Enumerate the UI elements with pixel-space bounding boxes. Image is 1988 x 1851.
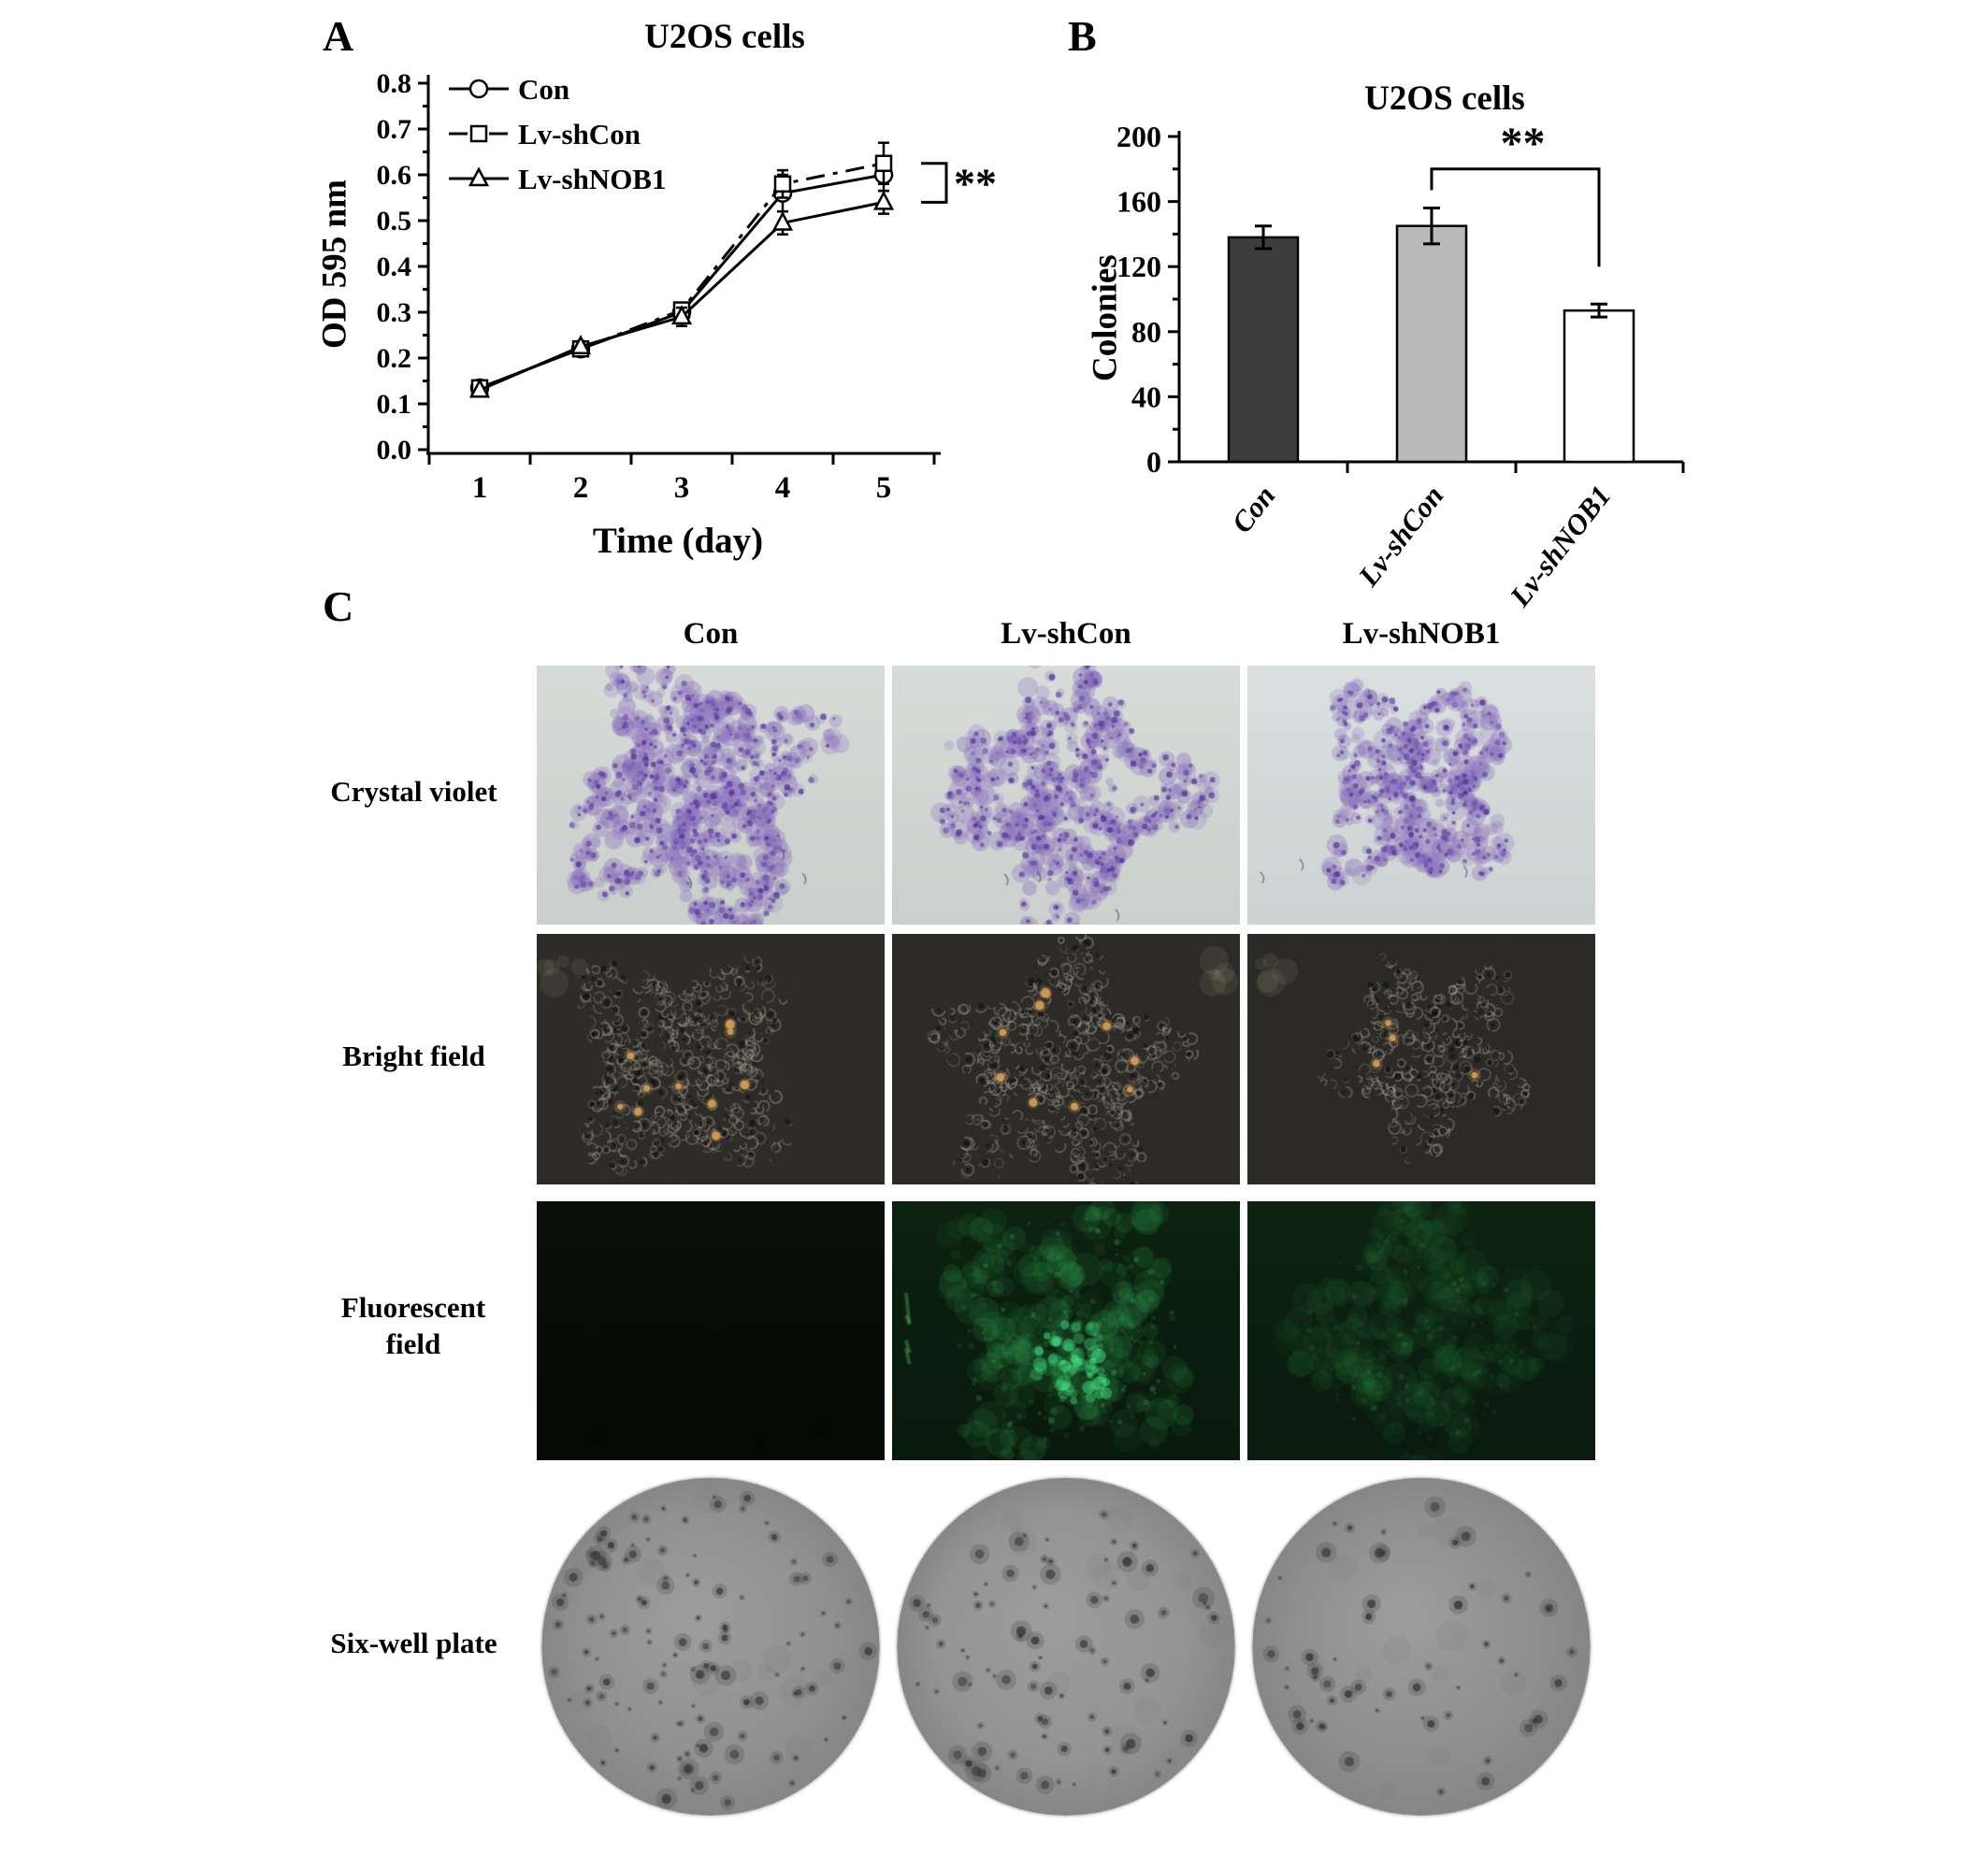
x-tick-labels: 1 2 3 4 5: [472, 471, 892, 505]
bar-Con: [1227, 236, 1300, 464]
row-label-fluorescent-field: Fluorescent field: [340, 1291, 486, 1360]
triangle-marker: [771, 210, 794, 231]
svg-text:0.6: 0.6: [377, 160, 412, 191]
svg-text:Lv-shCon: Lv-shCon: [518, 118, 641, 151]
panel-b-label: B: [1068, 12, 1097, 60]
bars: [1227, 207, 1635, 464]
svg-text:Lv-shNOB1: Lv-shNOB1: [1503, 480, 1618, 613]
legend-item-Con: Con: [449, 73, 569, 106]
svg-text:0.0: 0.0: [377, 435, 412, 466]
svg-text:80: 80: [1131, 315, 1161, 349]
triangle-marker: [569, 335, 592, 354]
fluorescent-field-lvshcon-image: [892, 1201, 1240, 1460]
svg-text:**: **: [1501, 119, 1546, 168]
square-marker: [469, 124, 488, 143]
square-marker: [773, 175, 792, 194]
svg-text:40: 40: [1131, 380, 1161, 413]
proliferation-line-chart: 0.0 0.1 0.2 0.3 0.4 0.5 0.6 0.7 0.8 1 2 3 4 5 Con Lv-sh…: [377, 68, 998, 505]
crystal-violet-lvshcon-image: [892, 666, 1240, 925]
panel-a-x-axis-label: Time (day): [592, 521, 764, 561]
row-label-crystal-violet: Crystal violet: [330, 775, 497, 808]
svg-text:5: 5: [876, 471, 892, 505]
significance-bracket: **: [1430, 119, 1601, 267]
crystal-violet-con-image: [537, 666, 885, 925]
svg-text:0.7: 0.7: [377, 114, 412, 145]
panel-c-label: C: [323, 582, 354, 630]
legend-item-Lv-shNOB1: Lv-shNOB1: [449, 163, 666, 195]
circle-marker: [468, 79, 489, 99]
six-well-plate-con-image: [537, 1471, 885, 1823]
svg-text:3: 3: [674, 471, 690, 505]
triangle-marker: [872, 190, 895, 210]
panel-b-title: U2OS cells: [1364, 79, 1525, 118]
svg-text:Lv-shCon: Lv-shCon: [1351, 480, 1450, 593]
fluorescent-field-con-image: [537, 1201, 885, 1460]
svg-text:0.2: 0.2: [377, 343, 412, 374]
svg-text:Con: Con: [1225, 480, 1281, 539]
svg-text:0.8: 0.8: [377, 68, 412, 99]
column-header-lvshcon: Lv-shCon: [1001, 617, 1131, 651]
y-tick-labels: 0.0 0.1 0.2 0.3 0.4 0.5 0.6 0.7 0.8: [377, 68, 412, 466]
six-well-plate-lvshnob1-image: [1247, 1471, 1595, 1823]
colony-bar-chart: 0 40 80 120 160 200 Con Lv-shCon Lv-shNOB1 **: [1116, 119, 1685, 613]
fluorescent-field-lvshnob1-image: [1247, 1201, 1595, 1460]
triangle-marker: [468, 378, 491, 398]
bright-field-lvshcon-image: [892, 934, 1240, 1184]
panel-a-label: A: [323, 12, 354, 60]
x-tick-labels: Con Lv-shCon Lv-shNOB1: [1225, 480, 1617, 613]
row-label-six-well-plate: Six-well plate: [330, 1627, 497, 1659]
svg-text:0: 0: [1146, 445, 1161, 479]
y-tick-labels: 0 40 80 120 160 200: [1116, 120, 1161, 479]
svg-text:**: **: [954, 160, 997, 208]
svg-text:0.1: 0.1: [377, 389, 412, 420]
legend-item-Lv-shCon: Lv-shCon: [449, 118, 641, 151]
axes: [418, 75, 941, 465]
crystal-violet-lvshnob1-image: [1247, 666, 1595, 925]
bar-Lv-shNOB1: [1563, 308, 1635, 464]
significance-bracket: **: [921, 160, 997, 208]
svg-text:0.4: 0.4: [377, 251, 412, 282]
six-well-plate-lvshcon-image: [892, 1471, 1240, 1823]
bright-field-con-image: [537, 934, 885, 1184]
svg-text:120: 120: [1116, 250, 1161, 283]
column-header-con: Con: [683, 617, 739, 651]
svg-text:160: 160: [1116, 185, 1161, 219]
svg-text:0.3: 0.3: [377, 297, 412, 328]
bright-field-lvshnob1-image: [1247, 934, 1595, 1184]
row-label-bright-field: Bright field: [342, 1040, 485, 1072]
svg-text:Lv-shNOB1: Lv-shNOB1: [518, 163, 666, 195]
svg-text:1: 1: [472, 471, 488, 505]
svg-text:2: 2: [573, 471, 589, 505]
triangle-marker: [468, 166, 490, 187]
svg-text:Con: Con: [518, 73, 569, 106]
bar-Lv-shCon: [1395, 224, 1468, 464]
series-Lv-shNOB1: [468, 189, 895, 398]
square-marker: [874, 154, 893, 172]
svg-text:0.5: 0.5: [377, 206, 412, 237]
svg-text:4: 4: [775, 471, 791, 505]
triangle-marker: [670, 305, 693, 325]
panel-a-title: U2OS cells: [644, 18, 805, 56]
svg-text:200: 200: [1116, 120, 1161, 153]
column-header-lvshnob1: Lv-shNOB1: [1342, 617, 1501, 651]
